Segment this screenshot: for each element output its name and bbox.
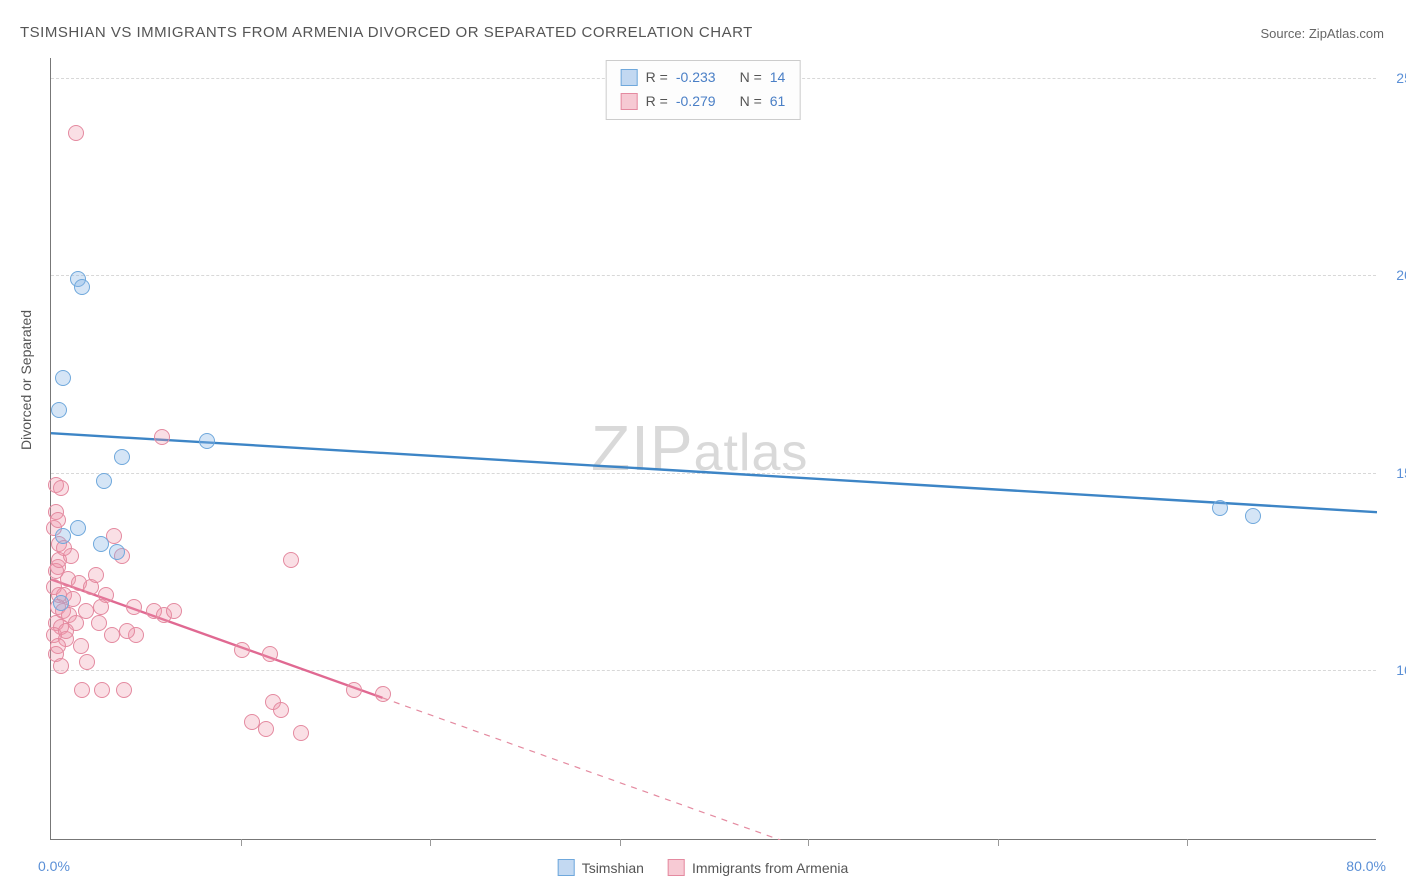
data-point (53, 480, 69, 496)
x-tick (1187, 839, 1188, 846)
legend-row-blue: R = -0.233 N = 14 (621, 65, 786, 89)
legend-item-blue: Tsimshian (558, 859, 644, 876)
watermark: ZIPatlas (591, 411, 808, 485)
y-tick-label: 20.0% (1381, 267, 1406, 283)
gridline (51, 473, 1376, 474)
gridline (51, 275, 1376, 276)
legend-item-pink: Immigrants from Armenia (668, 859, 848, 876)
source-name: ZipAtlas.com (1309, 26, 1384, 41)
x-tick (430, 839, 431, 846)
data-point (53, 595, 69, 611)
r-value-blue: -0.233 (676, 69, 716, 85)
n-label: N = (740, 69, 762, 85)
data-point (119, 623, 135, 639)
legend-row-pink: R = -0.279 N = 61 (621, 89, 786, 113)
data-point (93, 536, 109, 552)
y-tick-label: 10.0% (1381, 662, 1406, 678)
x-tick (998, 839, 999, 846)
data-point (74, 682, 90, 698)
data-point (96, 473, 112, 489)
gridline (51, 670, 1376, 671)
data-point (73, 638, 89, 654)
data-point (262, 646, 278, 662)
n-value-blue: 14 (770, 69, 786, 85)
data-point (346, 682, 362, 698)
data-point (258, 721, 274, 737)
plot-area: ZIPatlas 10.0%15.0%20.0%25.0% (50, 58, 1376, 840)
data-point (94, 682, 110, 698)
data-point (166, 603, 182, 619)
data-point (50, 512, 66, 528)
swatch-pink (668, 859, 685, 876)
data-point (70, 520, 86, 536)
data-point (58, 623, 74, 639)
data-point (154, 429, 170, 445)
legend-label-pink: Immigrants from Armenia (692, 860, 848, 876)
data-point (104, 627, 120, 643)
data-point (68, 125, 84, 141)
data-point (88, 567, 104, 583)
data-point (1212, 500, 1228, 516)
r-label: R = (646, 69, 668, 85)
data-point (244, 714, 260, 730)
data-point (293, 725, 309, 741)
data-point (234, 642, 250, 658)
x-min-label: 0.0% (38, 858, 70, 874)
data-point (55, 370, 71, 386)
x-tick (620, 839, 621, 846)
data-point (273, 702, 289, 718)
x-tick (241, 839, 242, 846)
legend-label-blue: Tsimshian (582, 860, 644, 876)
source-prefix: Source: (1260, 26, 1308, 41)
y-tick-label: 25.0% (1381, 70, 1406, 86)
correlation-legend: R = -0.233 N = 14 R = -0.279 N = 61 (606, 60, 801, 120)
r-value-pink: -0.279 (676, 93, 716, 109)
y-tick-label: 15.0% (1381, 465, 1406, 481)
data-point (51, 402, 67, 418)
chart-title: TSIMSHIAN VS IMMIGRANTS FROM ARMENIA DIV… (20, 24, 753, 41)
data-point (55, 528, 71, 544)
data-point (1245, 508, 1261, 524)
data-point (91, 615, 107, 631)
x-tick (808, 839, 809, 846)
y-axis-label: Divorced or Separated (18, 310, 34, 450)
data-point (199, 433, 215, 449)
data-point (283, 552, 299, 568)
data-point (74, 279, 90, 295)
data-point (126, 599, 142, 615)
data-point (93, 599, 109, 615)
data-point (53, 658, 69, 674)
swatch-blue (621, 69, 638, 86)
n-label: N = (740, 93, 762, 109)
data-point (109, 544, 125, 560)
r-label: R = (646, 93, 668, 109)
swatch-blue (558, 859, 575, 876)
data-point (116, 682, 132, 698)
series-legend: Tsimshian Immigrants from Armenia (558, 859, 849, 876)
swatch-pink (621, 93, 638, 110)
x-max-label: 80.0% (1346, 858, 1386, 874)
data-point (79, 654, 95, 670)
data-point (375, 686, 391, 702)
source-attribution: Source: ZipAtlas.com (1260, 26, 1384, 41)
data-point (114, 449, 130, 465)
n-value-pink: 61 (770, 93, 786, 109)
